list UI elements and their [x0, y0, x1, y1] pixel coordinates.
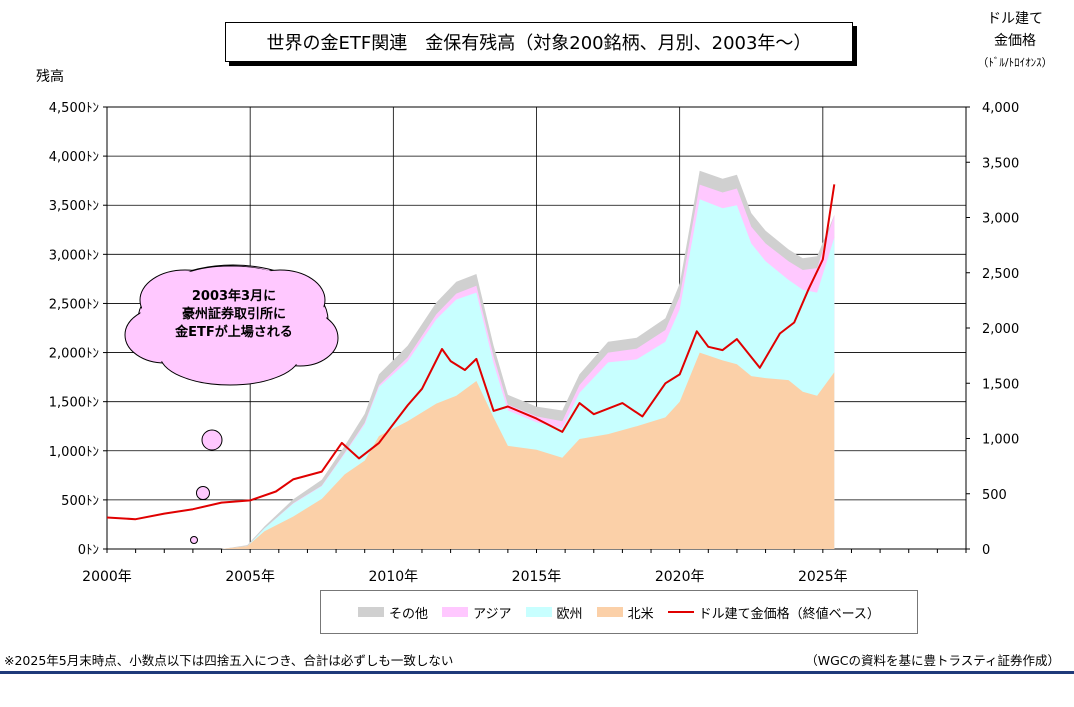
right-axis-tick-label: 2,000	[982, 322, 1019, 337]
legend-swatch-asia	[442, 607, 469, 617]
callout-bubble	[124, 264, 339, 544]
price-line-layer	[106, 184, 836, 521]
right-axis-tick-label: 2,500	[982, 267, 1019, 282]
callout-text: 2003年3月に 豪州証券取引所に 金ETFが上場される	[138, 288, 330, 342]
chart-legend: その他 アジア 欧州 北米 ドル建て金価格（終値ベース）	[320, 590, 918, 634]
legend-item-other: その他	[358, 603, 428, 622]
source-note: （WGCの資料を基に豊トラスティ証券作成）	[805, 653, 1060, 668]
right-axis-tick-label: 3,000	[982, 212, 1019, 227]
callout-thought-circle-small	[190, 536, 198, 544]
x-axis-tick-label: 2020年	[655, 569, 705, 585]
callout-cloud	[124, 264, 339, 386]
left-axis-tick-label: 1,500ﾄﾝ	[49, 396, 99, 411]
legend-swatch-other	[358, 607, 385, 617]
right-axis-label: ドル建て 金価格 （ﾄﾞﾙ/ﾄﾛｲｵﾝｽ）	[960, 8, 1070, 74]
axes: 0ﾄﾝ 500ﾄﾝ 1,000ﾄﾝ 1,500ﾄﾝ 2,000ﾄﾝ 2,500ﾄﾝ 3,00…	[49, 101, 1019, 585]
legend-item-price: ドル建て金価格（終値ベース）	[667, 603, 880, 622]
callout-thought-circle-large	[201, 429, 223, 451]
callout-line: 豪州証券取引所に	[181, 307, 286, 322]
price-line	[106, 184, 836, 521]
right-axis-label-line1: ドル建て	[987, 11, 1043, 27]
left-axis-label: 残高	[36, 69, 64, 85]
legend-item-asia: アジア	[442, 603, 512, 622]
legend-label: アジア	[473, 606, 512, 622]
right-axis-tick-label: 1,500	[982, 377, 1019, 392]
x-axis-tick-label: 2010年	[369, 569, 419, 585]
left-axis-tick-label: 0ﾄﾝ	[78, 543, 99, 558]
left-axis-tick-label: 2,000ﾄﾝ	[49, 347, 99, 362]
left-axis-tick-label: 1,000ﾄﾝ	[49, 445, 99, 460]
callout-line: 2003年3月に	[191, 289, 277, 304]
area-north-america	[198, 352, 835, 549]
legend-label: その他	[389, 606, 429, 622]
legend-label: 北米	[627, 606, 654, 622]
callout-cloud-fill	[161, 326, 299, 384]
x-axis-tick-label: 2015年	[512, 569, 562, 585]
callout-cloud-fill	[171, 267, 289, 309]
right-axis-tick-label: 1,000	[982, 433, 1019, 448]
left-axis-tick-label: 4,000ﾄﾝ	[49, 150, 99, 165]
legend-item-europe: 欧州	[525, 603, 583, 622]
legend-label: 欧州	[556, 606, 583, 622]
right-axis-label-line2: 金価格	[994, 33, 1036, 49]
left-axis-tick-label: 4,500ﾄﾝ	[49, 101, 99, 116]
left-axis-tick-label: 2,500ﾄﾝ	[49, 297, 99, 312]
legend-label: ドル建て金価格（終値ベース）	[698, 606, 880, 622]
footnote: ※2025年5月末時点、小数点以下は四捨五入につき、合計は必ずしも一致しない	[4, 653, 454, 668]
bottom-rule	[0, 671, 1074, 674]
legend-swatch-north-america	[596, 607, 623, 617]
x-axis-tick-label: 2000年	[82, 569, 132, 585]
right-axis-unit: （ﾄﾞﾙ/ﾄﾛｲｵﾝｽ）	[977, 56, 1053, 69]
x-axis-tick-label: 2025年	[798, 569, 848, 585]
right-axis-tick-label: 3,500	[982, 156, 1019, 171]
legend-item-north-america: 北米	[596, 603, 654, 622]
legend-swatch-price	[667, 611, 694, 613]
left-axis-tick-label: 3,000ﾄﾝ	[49, 248, 99, 263]
left-axis-tick-label: 3,500ﾄﾝ	[49, 199, 99, 214]
left-axis-tick-label: 500ﾄﾝ	[61, 494, 99, 509]
right-axis-tick-label: 0	[982, 543, 990, 558]
callout-thought-circle-medium	[196, 486, 210, 500]
legend-swatch-europe	[525, 607, 552, 617]
x-axis-tick-label: 2005年	[225, 569, 275, 585]
right-axis-tick-label: 500	[982, 488, 1007, 503]
right-axis-tick-label: 4,000	[982, 101, 1019, 116]
callout-line: 金ETFが上場される	[175, 325, 293, 340]
chart-title: 世界の金ETF関連 金保有残高（対象200銘柄、月別、2003年～）	[225, 22, 853, 62]
